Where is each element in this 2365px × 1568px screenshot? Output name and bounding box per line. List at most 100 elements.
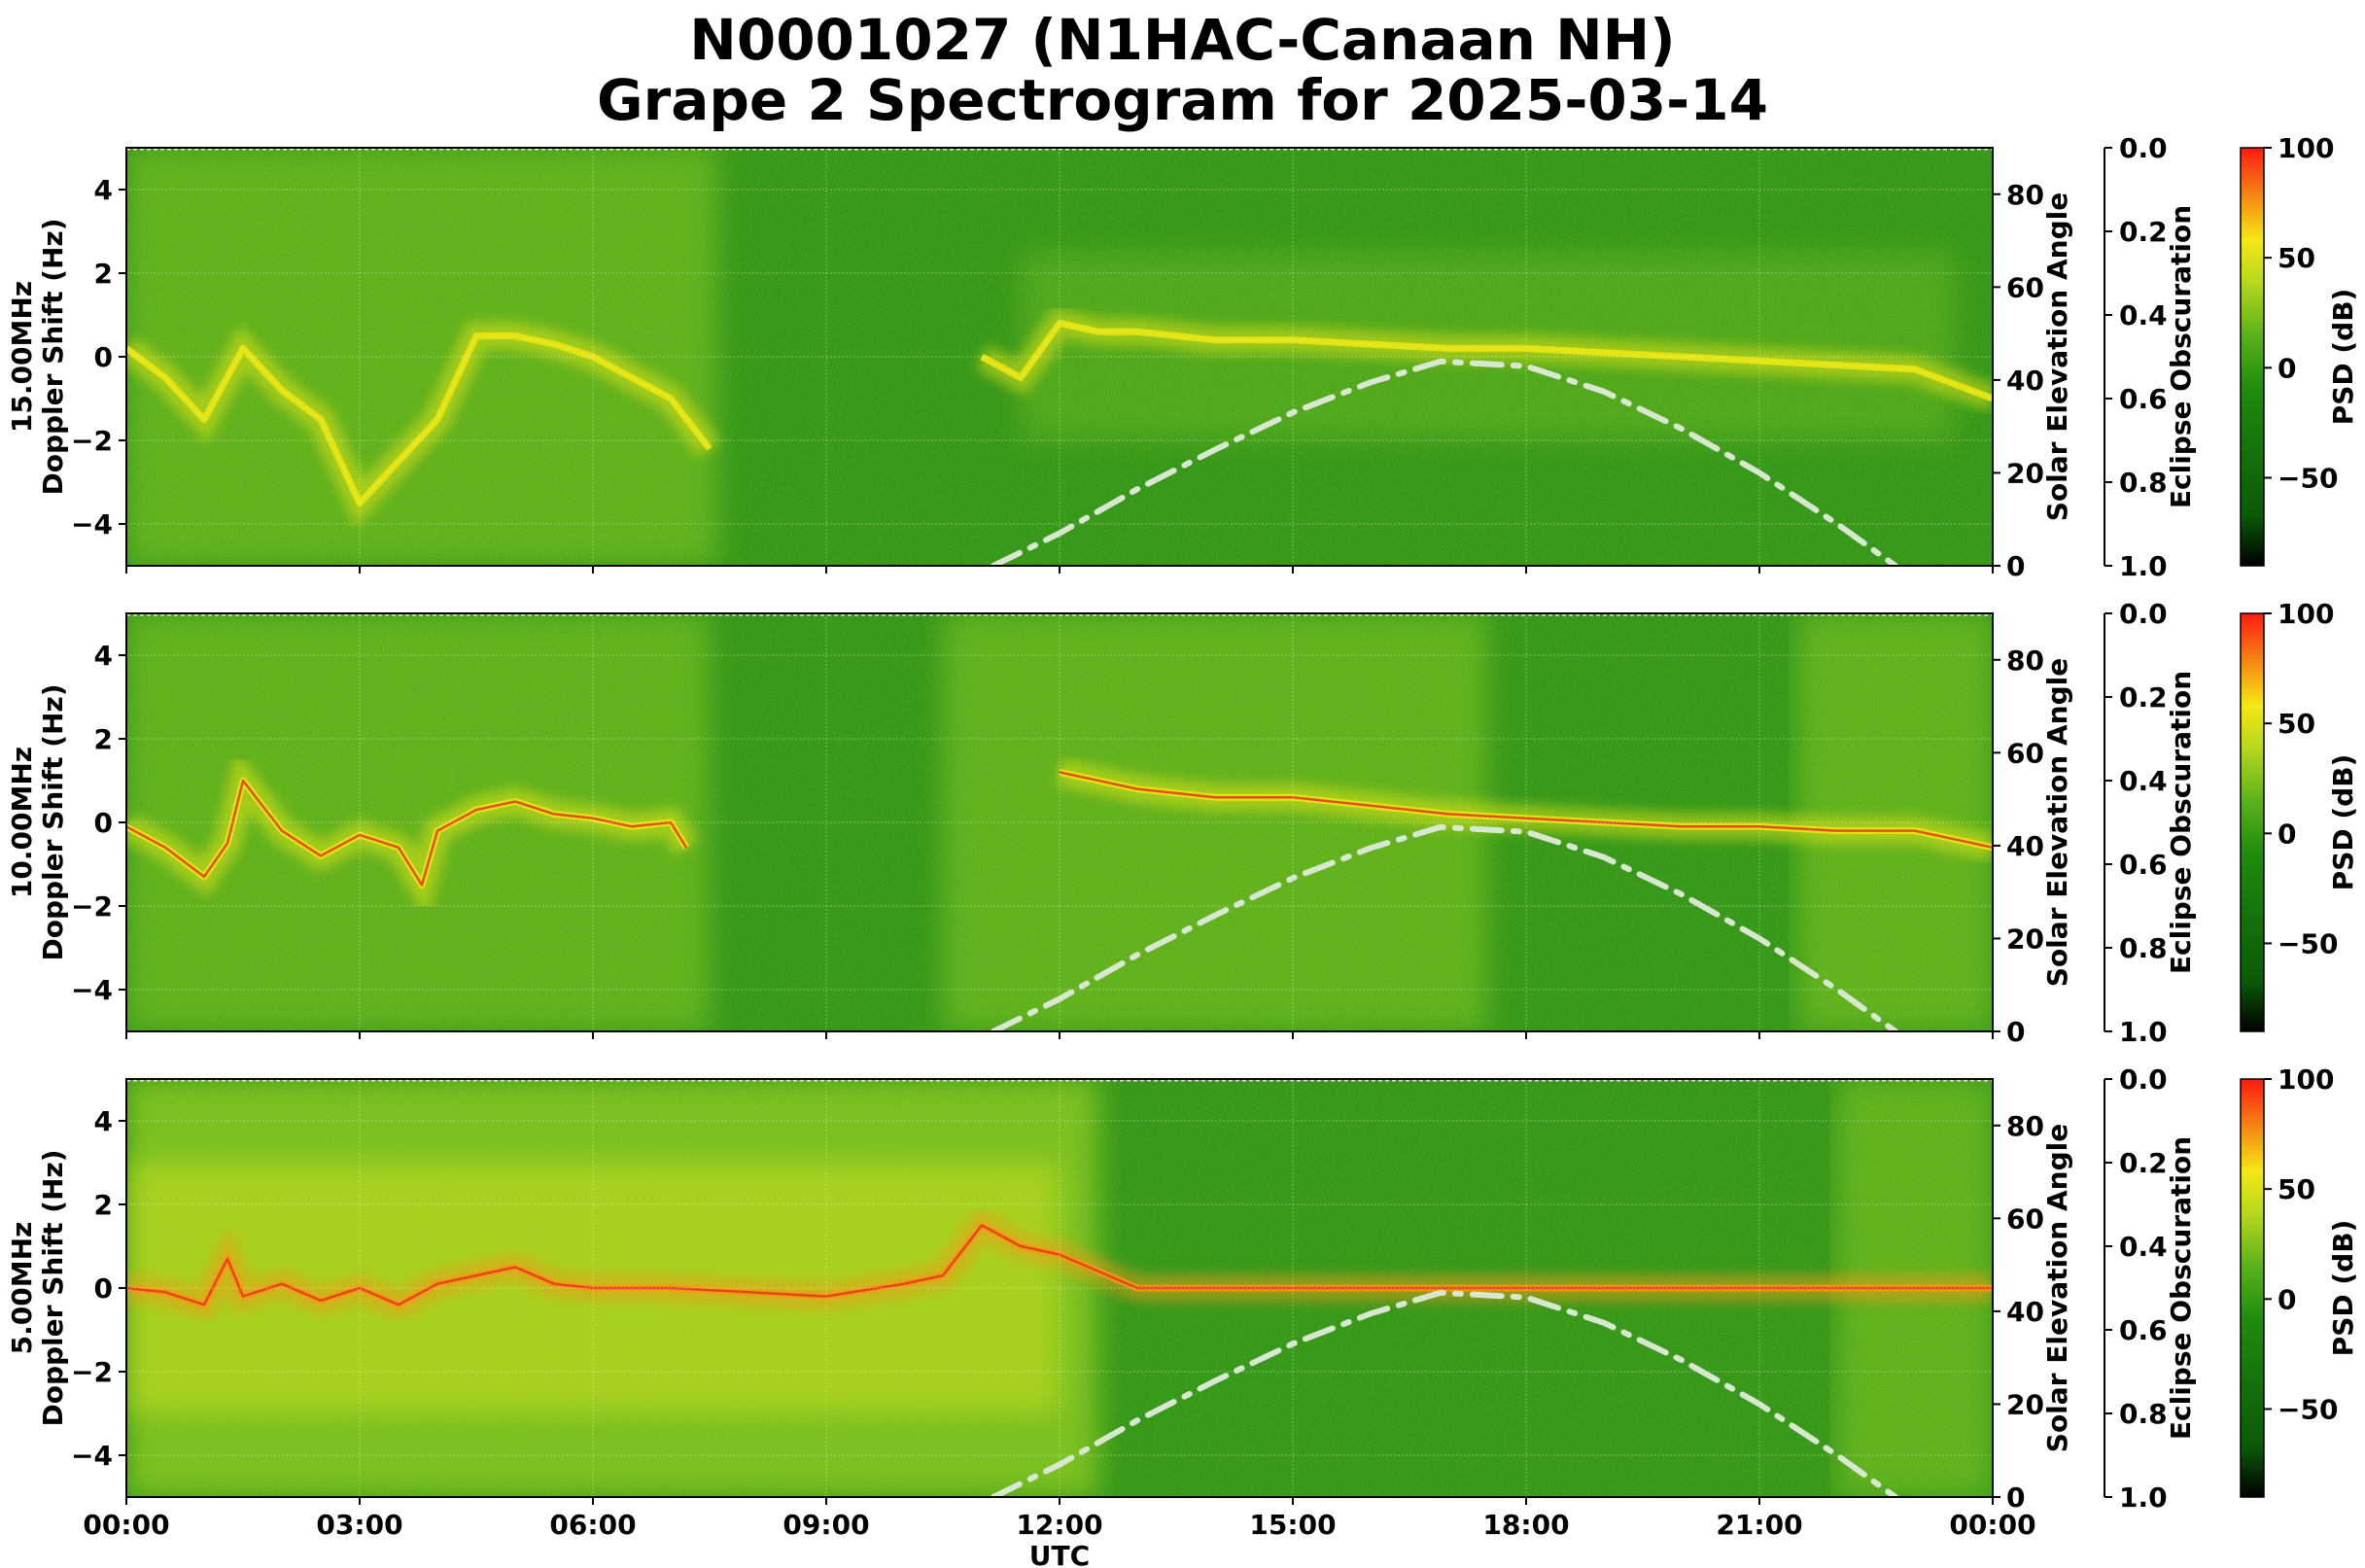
eclipse-tick-label: 0.4 [2119,765,2168,797]
elevation-axis-label: Solar Elevation Angle [2041,192,2073,521]
colorbar-tick-label: −50 [2278,462,2338,494]
elevation-tick-label: 0 [2006,1016,2025,1048]
elevation-tick-label: 60 [2006,737,2044,769]
y-axis-label-frequency: 5.00MHz [6,1222,38,1355]
y-tick-label: −4 [71,974,113,1006]
x-tick-label: 12:00 [1016,1509,1102,1541]
y-tick-label: −2 [71,1356,113,1388]
eclipse-tick-label: 0.6 [2119,1314,2168,1346]
y-tick-label: 2 [94,723,113,755]
colorbar-tick-label: 100 [2278,1063,2334,1096]
y-axis-label-doppler: Doppler Shift (Hz) [37,1149,69,1426]
y-tick-label: 4 [94,1105,113,1137]
doppler-trace-core [126,779,688,887]
elevation-tick-label: 0 [2006,550,2025,582]
doppler-trace-core [126,334,711,505]
solar-elevation-curve [991,1289,1898,1497]
eclipse-tick-label: 0.2 [2119,1147,2168,1179]
elevation-axis-label: Solar Elevation Angle [2041,658,2073,987]
elevation-tick-label: 60 [2006,271,2044,303]
x-axis-label: UTC [1029,1540,1090,1568]
spectrogram-panel-15-00mhz: 420−2−415.00MHz Doppler Shift (Hz)0204060… [6,132,2359,582]
y-tick-label: −2 [71,890,113,923]
colorbar-tick-label: 100 [2278,132,2334,164]
colorbar-tick-label: 0 [2278,1283,2296,1315]
elevation-tick-label: 40 [2006,1296,2044,1328]
x-tick-label: 00:00 [83,1509,169,1541]
y-tick-label: 4 [94,174,113,206]
x-tick-label: 09:00 [783,1509,869,1541]
eclipse-tick-label: 0.2 [2119,681,2168,714]
y-tick-label: 0 [94,341,113,373]
elevation-tick-label: 20 [2006,457,2044,489]
colorbar-label: PSD (dB) [2327,289,2359,426]
colorbar-tick-label: −50 [2278,927,2338,959]
eclipse-axis-label: Eclipse Obscuration [2165,205,2197,508]
colorbar [2240,1078,2265,1498]
elevation-tick-label: 20 [2006,1388,2044,1420]
chart-title-line-2: Grape 2 Spectrogram for 2025-03-14 [597,67,1768,133]
colorbar-label: PSD (dB) [2327,754,2359,891]
y-axis-label-frequency: 10.00MHz [6,747,38,898]
colorbar-tick-label: 50 [2278,242,2315,274]
elevation-axis-label: Solar Elevation Angle [2041,1124,2073,1452]
x-tick-label: 06:00 [549,1509,636,1541]
elevation-tick-label: 40 [2006,830,2044,862]
eclipse-tick-label: 0.4 [2119,299,2168,331]
eclipse-tick-label: 0.2 [2119,216,2168,248]
x-tick-label: 15:00 [1249,1509,1336,1541]
colorbar-tick-label: 100 [2278,598,2334,630]
colorbar-tick-label: 0 [2278,352,2296,384]
chart-title-line-1: N0001027 (N1HAC-Canaan NH) [689,7,1676,73]
eclipse-tick-label: 0.0 [2119,598,2168,630]
spectrogram-panel-10-00mhz: 420−2−410.00MHz Doppler Shift (Hz)0204060… [6,598,2359,1048]
elevation-tick-label: 80 [2006,1110,2044,1142]
spectrogram-panel-5-00mhz: 420−2−45.00MHz Doppler Shift (Hz)02040608… [6,1063,2359,1514]
elevation-tick-label: 80 [2006,645,2044,677]
eclipse-tick-label: 0.8 [2119,467,2168,499]
eclipse-tick-label: 0.6 [2119,383,2168,415]
eclipse-axis-label: Eclipse Obscuration [2165,671,2197,974]
colorbar-label: PSD (dB) [2327,1220,2359,1357]
y-tick-label: 0 [94,1272,113,1305]
y-axis-label-doppler: Doppler Shift (Hz) [37,683,69,960]
solar-elevation-curve [991,358,1898,566]
doppler-trace-core [1059,771,1993,850]
colorbar-tick-label: 0 [2278,818,2296,850]
y-axis-label-doppler: Doppler Shift (Hz) [37,218,69,495]
elevation-tick-label: 60 [2006,1202,2044,1235]
y-tick-label: 2 [94,1189,113,1221]
doppler-trace-core [981,322,1993,401]
eclipse-tick-label: 1.0 [2119,550,2168,582]
eclipse-tick-label: 0.6 [2119,849,2168,881]
colorbar [2240,612,2265,1032]
y-tick-label: −4 [71,508,113,540]
solar-elevation-curve [991,823,1898,1031]
colorbar [2240,147,2265,567]
eclipse-tick-label: 1.0 [2119,1016,2168,1048]
y-tick-label: 4 [94,640,113,672]
x-tick-label: 00:00 [1949,1509,2035,1541]
colorbar-tick-label: 50 [2278,1173,2315,1205]
elevation-tick-label: 20 [2006,923,2044,955]
y-tick-label: 2 [94,258,113,290]
eclipse-tick-label: 0.4 [2119,1231,2168,1263]
x-tick-label: 18:00 [1482,1509,1569,1541]
eclipse-axis-label: Eclipse Obscuration [2165,1136,2197,1440]
y-tick-label: −2 [71,425,113,457]
y-axis-label-frequency: 15.00MHz [6,281,38,433]
y-tick-label: 0 [94,807,113,839]
eclipse-tick-label: 0.0 [2119,132,2168,164]
eclipse-tick-label: 0.8 [2119,1398,2168,1430]
x-tick-label: 03:00 [316,1509,402,1541]
x-tick-label: 21:00 [1716,1509,1802,1541]
eclipse-tick-label: 0.8 [2119,932,2168,964]
colorbar-tick-label: 50 [2278,708,2315,740]
eclipse-tick-label: 1.0 [2119,1481,2168,1514]
elevation-tick-label: 0 [2006,1481,2025,1514]
colorbar-tick-label: −50 [2278,1393,2338,1425]
elevation-tick-label: 80 [2006,179,2044,211]
eclipse-tick-label: 0.0 [2119,1063,2168,1096]
y-tick-label: −4 [71,1440,113,1472]
